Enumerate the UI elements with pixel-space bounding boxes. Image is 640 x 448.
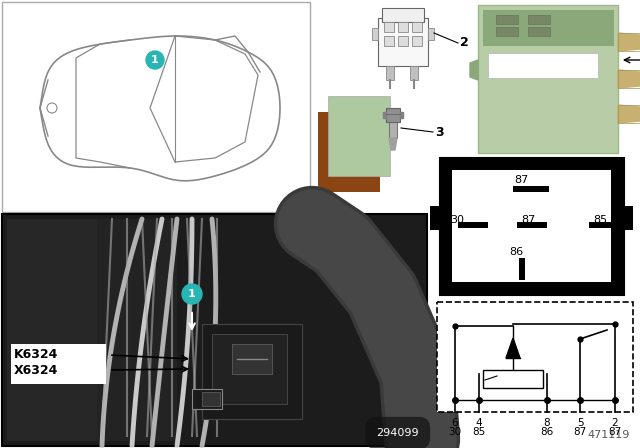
Polygon shape [389, 138, 397, 150]
Bar [7, 219, 97, 441]
Bar [430, 206, 444, 230]
Text: 85: 85 [593, 215, 607, 225]
Bar [386, 108, 400, 122]
Polygon shape [618, 105, 640, 123]
Bar [478, 5, 618, 153]
Text: X6324: X6324 [14, 363, 58, 376]
Bar [389, 120, 397, 138]
Text: 5: 5 [577, 418, 583, 428]
Bar [618, 105, 640, 123]
Text: 2: 2 [612, 418, 618, 428]
Bar [496, 27, 518, 36]
Bar [410, 66, 418, 80]
Text: 3: 3 [435, 125, 444, 138]
Bar [384, 36, 394, 46]
Circle shape [182, 284, 202, 304]
Text: 1: 1 [151, 55, 159, 65]
Bar [212, 334, 287, 404]
Bar [384, 22, 394, 32]
Bar [378, 18, 428, 66]
Bar [517, 222, 547, 228]
Bar [232, 344, 272, 374]
Text: 87: 87 [573, 427, 587, 437]
Bar [618, 33, 640, 51]
Bar [2, 2, 310, 212]
Text: 85: 85 [472, 427, 486, 437]
Bar [382, 8, 424, 22]
Text: 87: 87 [521, 215, 535, 225]
Bar [458, 222, 488, 228]
Bar [428, 28, 434, 40]
Text: 294099: 294099 [376, 428, 419, 438]
Polygon shape [506, 338, 520, 358]
Bar [398, 36, 408, 46]
Bar [589, 222, 613, 228]
Text: 87: 87 [609, 427, 621, 437]
Text: 6: 6 [452, 418, 458, 428]
Text: 86: 86 [509, 247, 523, 257]
Bar [372, 28, 378, 40]
Bar [483, 10, 613, 45]
Text: 1: 1 [188, 289, 196, 299]
Text: 8: 8 [544, 418, 550, 428]
Polygon shape [383, 112, 386, 118]
Text: 2: 2 [460, 36, 468, 49]
Bar [619, 206, 633, 230]
Bar [412, 36, 422, 46]
Bar [11, 344, 106, 384]
Bar [97, 219, 177, 441]
Bar [483, 370, 543, 388]
Bar [452, 170, 611, 282]
Bar [513, 186, 549, 192]
Bar [488, 53, 598, 78]
Text: 30: 30 [450, 215, 464, 225]
Polygon shape [400, 112, 403, 118]
Text: 4: 4 [476, 418, 483, 428]
Bar [528, 27, 550, 36]
Bar [412, 22, 422, 32]
Bar [528, 15, 550, 24]
Bar [2, 214, 427, 446]
Bar [496, 15, 518, 24]
Text: 87: 87 [514, 175, 528, 185]
Bar [437, 302, 633, 412]
Bar [519, 258, 525, 280]
Text: 471119: 471119 [588, 430, 630, 440]
Bar [386, 66, 394, 80]
Bar [318, 112, 380, 192]
Bar [398, 22, 408, 32]
Bar [618, 70, 640, 88]
Text: 86: 86 [540, 427, 554, 437]
Bar [192, 389, 222, 409]
Polygon shape [618, 33, 640, 51]
Circle shape [146, 51, 164, 69]
Bar [202, 392, 220, 406]
Bar [202, 324, 302, 419]
Bar [444, 162, 619, 290]
Polygon shape [618, 70, 640, 88]
Text: 30: 30 [449, 427, 461, 437]
Bar [328, 96, 390, 176]
Polygon shape [470, 60, 478, 80]
Text: K6324: K6324 [14, 349, 58, 362]
